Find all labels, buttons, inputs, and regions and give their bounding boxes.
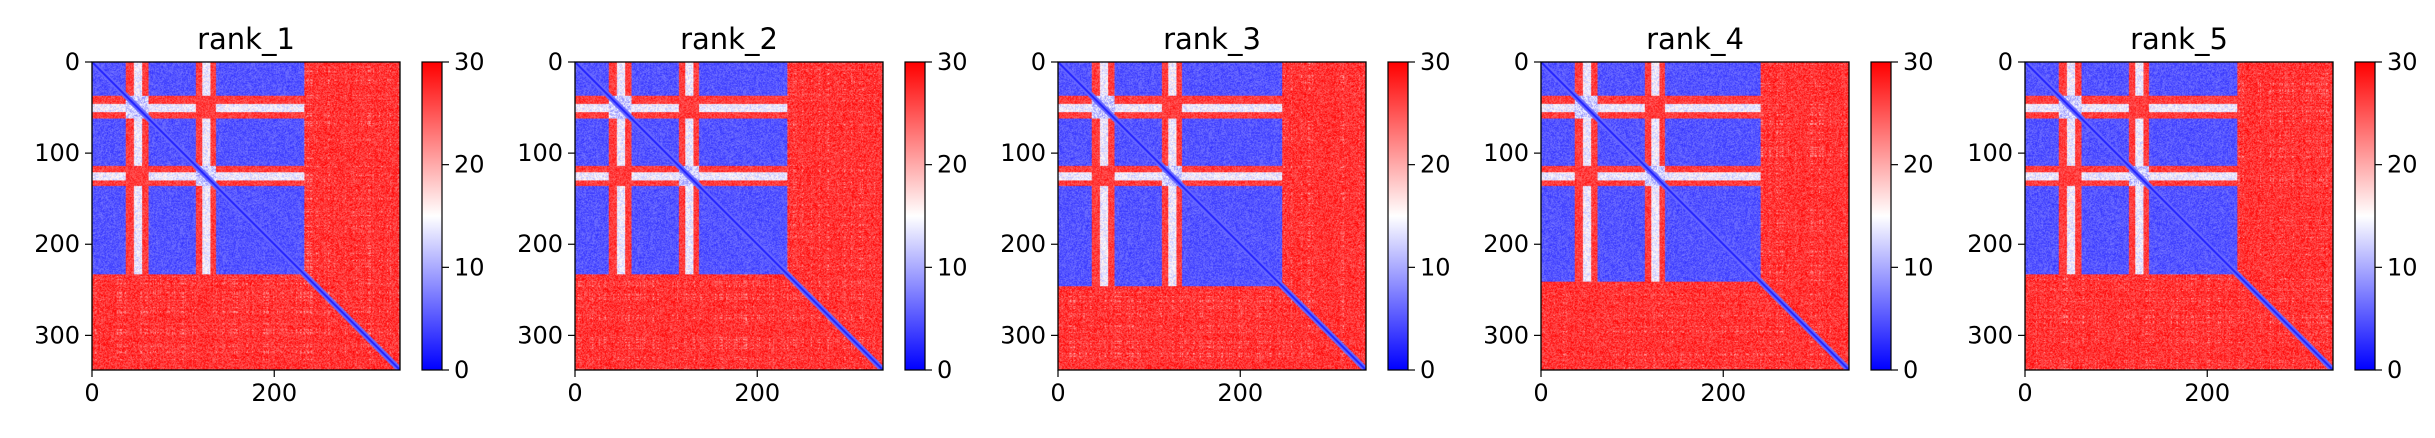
colorbar [2354,61,2376,371]
colorbar [421,61,443,371]
panel-title: rank_3 [1163,22,1261,56]
y-tick-label: 200 [1000,230,1046,258]
colorbar-tick-label: 30 [1420,48,1451,76]
colorbar-tick-label: 30 [1903,48,1934,76]
plot-frame [2024,61,2334,371]
y-tick-label: 300 [517,321,563,349]
y-tick-label: 300 [1483,321,1529,349]
panel-2: rank_2 0 100 200 300 0 200 0 10 20 30 [517,22,967,407]
panel-title: rank_4 [1646,22,1744,56]
panel-title: rank_5 [2130,22,2228,56]
plot-frame [1057,61,1367,371]
plot-frame [574,61,884,371]
colorbar-tick-label: 10 [2387,253,2418,281]
y-tick-label: 300 [1967,321,2013,349]
colorbar-tick-label: 10 [1903,253,1934,281]
panel-title: rank_1 [197,22,295,56]
y-tick-label: 0 [65,48,80,76]
panel-1: rank_1 0 100 200 300 0 200 0 10 20 30 [34,22,484,407]
heatmap-image [2025,62,2333,370]
heatmap-image [1541,62,1849,370]
colorbar-tick-label: 0 [1420,356,1435,384]
plot-frame [91,61,401,371]
colorbar-tick-label: 10 [937,253,968,281]
plot-frame [1540,61,1850,371]
colorbar [1870,61,1892,371]
panel-5: rank_5 0 100 200 300 0 200 0 10 20 30 [1967,22,2417,407]
x-tick-label: 0 [567,379,582,407]
panel-4: rank_4 0 100 200 300 0 200 0 10 20 30 [1483,22,1933,407]
x-tick-label: 0 [1533,379,1548,407]
colorbar-tick-label: 10 [1420,253,1451,281]
panel-3: rank_3 0 100 200 300 0 200 0 10 20 30 [1000,22,1450,407]
colorbar-tick-label: 20 [937,151,968,179]
x-tick-label: 200 [1700,379,1746,407]
panel-title: rank_2 [680,22,778,56]
colorbar [904,61,926,371]
colorbar-tick-label: 30 [454,48,485,76]
x-tick-label: 0 [84,379,99,407]
x-tick-label: 200 [2184,379,2230,407]
colorbar [1387,61,1409,371]
y-tick-label: 300 [1000,321,1046,349]
colorbar-tick-label: 20 [2387,151,2418,179]
y-tick-label: 300 [34,321,80,349]
y-tick-label: 100 [1967,139,2013,167]
y-tick-label: 0 [1031,48,1046,76]
y-tick-label: 0 [1998,48,2013,76]
colorbar-tick-label: 0 [2387,356,2402,384]
colorbar-tick-label: 0 [937,356,952,384]
heatmap-image [92,62,400,370]
colorbar-tick-label: 20 [1903,151,1934,179]
colorbar-tick-label: 30 [937,48,968,76]
heatmap-image [575,62,883,370]
x-tick-label: 0 [1050,379,1065,407]
y-tick-label: 200 [1483,230,1529,258]
x-tick-label: 200 [734,379,780,407]
y-tick-label: 100 [1483,139,1529,167]
y-tick-label: 0 [548,48,563,76]
x-tick-label: 200 [1217,379,1263,407]
y-tick-label: 100 [517,139,563,167]
colorbar-tick-label: 30 [2387,48,2418,76]
y-tick-label: 0 [1514,48,1529,76]
y-tick-label: 200 [517,230,563,258]
y-tick-label: 100 [1000,139,1046,167]
colorbar-tick-label: 10 [454,253,485,281]
colorbar-tick-label: 0 [1903,356,1918,384]
heatmap-image [1058,62,1366,370]
x-tick-label: 200 [251,379,297,407]
y-tick-label: 200 [34,230,80,258]
y-tick-label: 200 [1967,230,2013,258]
colorbar-tick-label: 20 [1420,151,1451,179]
x-tick-label: 0 [2017,379,2032,407]
colorbar-tick-label: 20 [454,151,485,179]
y-tick-label: 100 [34,139,80,167]
colorbar-tick-label: 0 [454,356,469,384]
